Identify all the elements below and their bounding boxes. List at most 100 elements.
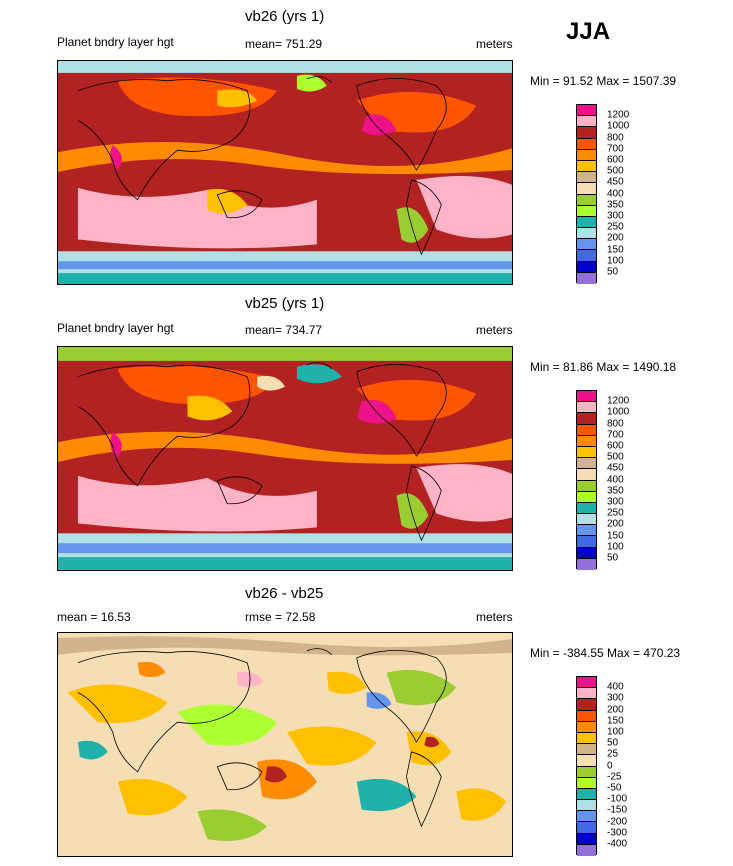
- colorbar-tick: 400: [607, 188, 624, 200]
- min-max-label: Min = 81.86 Max = 1490.18: [530, 360, 677, 374]
- colorbar-tick: 600: [607, 440, 624, 452]
- map-vb26: [57, 60, 513, 285]
- color-swatch: [577, 766, 596, 778]
- color-swatch: [577, 833, 596, 845]
- colorbar: [576, 390, 597, 570]
- color-swatch: [577, 391, 596, 403]
- colorbar-tick: 50: [607, 552, 619, 564]
- min-max-label: Min = -384.55 Max = 470.23: [530, 646, 681, 660]
- map-vb25: [57, 346, 513, 571]
- color-swatch: [577, 732, 596, 745]
- colorbar-tick: 500: [607, 165, 624, 177]
- color-swatch: [577, 160, 596, 173]
- color-swatch: [577, 710, 596, 722]
- colorbar-tick: 250: [607, 507, 624, 519]
- color-swatch: [577, 402, 596, 414]
- min-max-label: Min = 91.52 Max = 1507.39: [530, 74, 677, 88]
- color-swatch: [577, 183, 596, 195]
- color-swatch: [577, 413, 596, 425]
- colorbar-tick: 500: [607, 451, 624, 463]
- color-swatch: [577, 558, 596, 570]
- colorbar-tick: 250: [607, 221, 624, 233]
- color-swatch: [577, 514, 596, 526]
- colorbar-tick: 0: [607, 760, 613, 772]
- season-label: JJA: [566, 18, 611, 45]
- colorbar-tick: 700: [607, 429, 624, 441]
- colorbar-tick: 450: [607, 462, 624, 474]
- colorbar-tick: 800: [607, 132, 624, 144]
- colorbar-tick: -400: [607, 838, 628, 850]
- colorbar-tick: 450: [607, 176, 624, 188]
- colorbar-tick: 150: [607, 530, 624, 542]
- colorbar-tick: 200: [607, 518, 624, 530]
- color-swatch: [577, 261, 596, 273]
- units-label: meters: [476, 610, 513, 624]
- color-swatch: [577, 491, 596, 503]
- colorbar: [576, 104, 597, 284]
- colorbar-tick: 25: [607, 748, 619, 760]
- colorbar-tick: 1000: [607, 120, 630, 132]
- color-swatch: [577, 149, 596, 161]
- colorbar-tick: 1000: [607, 406, 630, 418]
- color-swatch: [577, 699, 596, 711]
- colorbar-tick: -25: [607, 771, 622, 783]
- mean-label: mean= 734.77: [245, 323, 323, 337]
- mean-label: mean = 16.53: [57, 610, 131, 624]
- color-swatch: [577, 822, 596, 834]
- colorbar-tick: 150: [607, 244, 624, 256]
- color-swatch: [577, 811, 596, 823]
- color-swatch: [577, 469, 596, 481]
- colorbar-tick: 50: [607, 266, 619, 278]
- color-swatch: [577, 677, 596, 689]
- colorbar-tick: 600: [607, 154, 624, 166]
- color-swatch: [577, 105, 596, 117]
- color-swatch: [577, 480, 596, 492]
- color-swatch: [577, 127, 596, 139]
- panel-title: vb26 (yrs 1): [245, 8, 325, 25]
- colorbar-tick: 300: [607, 496, 624, 508]
- color-swatch: [577, 116, 596, 128]
- units-label: meters: [476, 37, 513, 51]
- colorbar-tick: 100: [607, 255, 624, 267]
- colorbar-tick: 300: [607, 692, 624, 704]
- colorbar-tick: 700: [607, 143, 624, 155]
- panel-title: vb26 - vb25: [245, 585, 324, 602]
- color-swatch: [577, 458, 596, 470]
- panel-title: vb25 (yrs 1): [245, 295, 325, 312]
- colorbar-tick: 100: [607, 541, 624, 553]
- color-swatch: [577, 721, 596, 733]
- color-swatch: [577, 424, 596, 436]
- colorbar-tick: -50: [607, 782, 622, 794]
- color-swatch: [577, 216, 596, 229]
- colorbar-tick: 350: [607, 199, 624, 211]
- colorbar-tick: 400: [607, 474, 624, 486]
- color-swatch: [577, 788, 596, 801]
- colorbar-tick: 200: [607, 232, 624, 244]
- color-swatch: [577, 228, 596, 240]
- colorbar-tick: 100: [607, 726, 624, 738]
- color-swatch: [577, 435, 596, 447]
- variable-label: Planet bndry layer hgt: [57, 321, 174, 335]
- colorbar-tick: 1200: [607, 109, 630, 121]
- rmse-label: rmse = 72.58: [245, 610, 316, 624]
- color-swatch: [577, 250, 596, 262]
- color-swatch: [577, 525, 596, 537]
- colorbar: [576, 676, 597, 856]
- color-swatch: [577, 688, 596, 700]
- colorbar-tick: -300: [607, 827, 628, 839]
- colorbar-tick: 400: [607, 681, 624, 693]
- color-swatch: [577, 547, 596, 559]
- variable-label: Planet bndry layer hgt: [57, 35, 174, 49]
- colorbar-tick: -200: [607, 816, 628, 828]
- color-swatch: [577, 755, 596, 767]
- color-swatch: [577, 194, 596, 206]
- colorbar-tick: 150: [607, 715, 624, 727]
- units-label: meters: [476, 323, 513, 337]
- colorbar-tick: 1200: [607, 395, 630, 407]
- mean-label: mean= 751.29: [245, 37, 323, 51]
- color-swatch: [577, 844, 596, 856]
- color-swatch: [577, 536, 596, 548]
- colorbar-tick: 350: [607, 485, 624, 497]
- color-swatch: [577, 446, 596, 459]
- color-swatch: [577, 172, 596, 184]
